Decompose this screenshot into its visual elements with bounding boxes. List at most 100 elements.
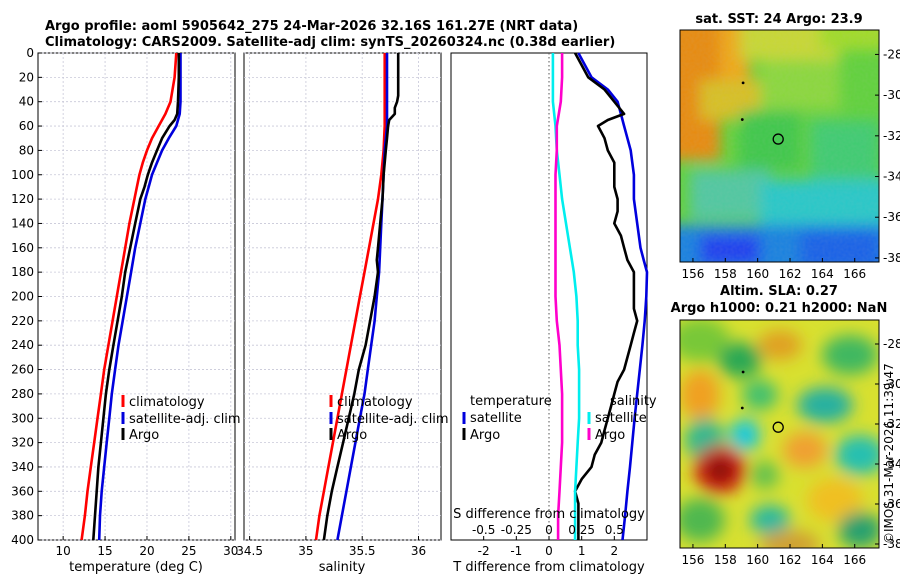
series-line-satellite-adj-clim xyxy=(97,53,182,541)
y-tick-label: 400 xyxy=(11,533,34,547)
prior-position-dot xyxy=(741,370,745,374)
legend-label-temperature-argo: Argo xyxy=(470,428,500,443)
x2-tick-label: -0.5 xyxy=(472,523,495,537)
map-x-tick-label: 160 xyxy=(746,553,769,567)
map-x-tick-label: 166 xyxy=(843,267,866,281)
map-y-tick-label: -38 xyxy=(883,251,900,265)
temperature-xlabel: temperature (deg C) xyxy=(69,560,203,575)
figure-title-line-2: Climatology: CARS2009. Satellite-adj cli… xyxy=(45,35,615,50)
salinity-panel: 34.5 35 35.5 36 climatology satellite-adj. … xyxy=(236,52,449,575)
map-x-tick-label: 162 xyxy=(779,267,802,281)
y-tick-label: 140 xyxy=(11,216,34,230)
x2-tick-label: -0.25 xyxy=(501,523,532,537)
sla-heatmap xyxy=(680,320,879,548)
y-tick-label: 180 xyxy=(11,265,34,279)
salinity-xlabel: salinity xyxy=(319,560,366,575)
x-tick-label: -1 xyxy=(510,544,522,558)
sla-map-panel: Altim. SLA: 0.27 Argo h1000: 0.21 h2000:… xyxy=(671,284,900,567)
x2-tick-label: 0.5 xyxy=(605,523,624,537)
map-y-tick-label: -32 xyxy=(883,129,900,143)
map-x-tick-label: 160 xyxy=(746,267,769,281)
figure-title-line-1: Argo profile: aoml 5905642_275 24-Mar-20… xyxy=(45,19,578,34)
map-y-tick-label: -30 xyxy=(883,377,900,391)
legend-label-climatology: climatology xyxy=(337,395,413,410)
salinity-difference-x2label: S difference from climatology xyxy=(453,507,645,522)
x-tick-label: 25 xyxy=(181,544,196,558)
y-tick-label: 60 xyxy=(19,119,34,133)
y-tick-label: 240 xyxy=(11,338,34,352)
legend-label-satellite-adj: satellite-adj. clim xyxy=(337,412,449,427)
x-tick-label: 0 xyxy=(545,544,553,558)
map-y-tick-label: -36 xyxy=(883,497,900,511)
sla-map-frame xyxy=(679,319,880,549)
legend-label-argo: Argo xyxy=(337,428,367,443)
map-x-tick-label: 158 xyxy=(714,267,737,281)
map-y-tick-label: -28 xyxy=(883,337,900,351)
map-x-tick-label: 166 xyxy=(843,553,866,567)
map-y-tick-label: -28 xyxy=(883,47,900,61)
map-x-tick-label: 156 xyxy=(681,553,704,567)
prior-position-dot xyxy=(740,406,744,410)
argo-position-marker xyxy=(772,133,784,145)
map-y-tick-label: -38 xyxy=(883,537,900,551)
legend-label-satellite-adj: satellite-adj. clim xyxy=(129,412,241,427)
sst-map-panel: sat. SST: 24 Argo: 23.9 156 158 160 162 xyxy=(679,12,900,281)
legend-label-climatology: climatology xyxy=(129,395,205,410)
x-tick-label: 1 xyxy=(578,544,586,558)
y-tick-label: 280 xyxy=(11,387,34,401)
series-line-climatology xyxy=(314,53,387,541)
y-tick-label: 0 xyxy=(26,46,34,60)
y-tick-label: 300 xyxy=(11,411,34,425)
map-y-tick-label: -34 xyxy=(883,457,900,471)
x-tick-label: 36 xyxy=(411,544,426,558)
legend-title-temperature: temperature xyxy=(470,394,552,409)
sla-map-title-line-2: Argo h1000: 0.21 h2000: NaN xyxy=(671,301,888,316)
y-tick-label: 200 xyxy=(11,290,34,304)
map-y-tick-label: -36 xyxy=(883,210,900,224)
y-tick-label: 120 xyxy=(11,192,34,206)
legend-label-argo: Argo xyxy=(129,428,159,443)
series-line-salinity-argo xyxy=(554,53,564,540)
sst-map-title: sat. SST: 24 Argo: 23.9 xyxy=(695,12,862,27)
x-tick-label: 34.5 xyxy=(236,544,263,558)
y-tick-label: 20 xyxy=(19,70,34,84)
imos-credit: ©IMOS 31-Mar-2026 11:39:47 xyxy=(882,363,896,544)
x-tick-label: 35.5 xyxy=(349,544,376,558)
sst-heatmap xyxy=(680,30,879,262)
y-tick-label: 220 xyxy=(11,314,34,328)
map-x-tick-label: 164 xyxy=(811,267,834,281)
x-tick-label: 30 xyxy=(223,544,238,558)
y-tick-label: 380 xyxy=(11,509,34,523)
legend-label-salinity-satellite: satellite xyxy=(595,411,647,426)
y-tick-label: 360 xyxy=(11,484,34,498)
temperature-panel: 0 20 40 60 80 100 120 140 160 180 200 220 240 260 280 3… xyxy=(11,46,241,575)
prior-position-dot xyxy=(740,118,744,121)
y-tick-label: 80 xyxy=(19,143,34,157)
y-tick-label: 40 xyxy=(19,95,34,109)
sst-map-frame xyxy=(679,29,880,263)
difference-legend: temperature satellite Argo salinity sate… xyxy=(462,394,657,443)
x2-tick-label: 0.25 xyxy=(568,523,595,537)
legend-label-temperature-satellite: satellite xyxy=(470,411,522,426)
y-tick-label: 320 xyxy=(11,436,34,450)
sla-map-title-line-1: Altim. SLA: 0.27 xyxy=(720,284,838,299)
difference-panel: -2 -1 0 1 2 temperature satellite Argo salin… xyxy=(450,52,657,575)
legend-label-salinity-argo: Argo xyxy=(595,428,625,443)
x-tick-label: 15 xyxy=(97,544,112,558)
map-y-tick-label: -34 xyxy=(883,170,900,184)
series-line-argo xyxy=(92,53,181,541)
y-tick-label: 160 xyxy=(11,241,34,255)
x2-tick-label: 0 xyxy=(545,523,553,537)
y-tick-label: 100 xyxy=(11,168,34,182)
x-tick-label: 10 xyxy=(56,544,71,558)
map-x-tick-label: 162 xyxy=(779,553,802,567)
series-line-temperature-argo xyxy=(573,52,639,540)
map-y-tick-label: -30 xyxy=(883,88,900,102)
x-tick-label: 35 xyxy=(298,544,313,558)
x-tick-label: 2 xyxy=(611,544,619,558)
legend-title-salinity: salinity xyxy=(610,394,657,409)
map-x-tick-label: 158 xyxy=(714,553,737,567)
series-line-climatology xyxy=(80,52,178,541)
argo-position-marker xyxy=(772,421,784,433)
